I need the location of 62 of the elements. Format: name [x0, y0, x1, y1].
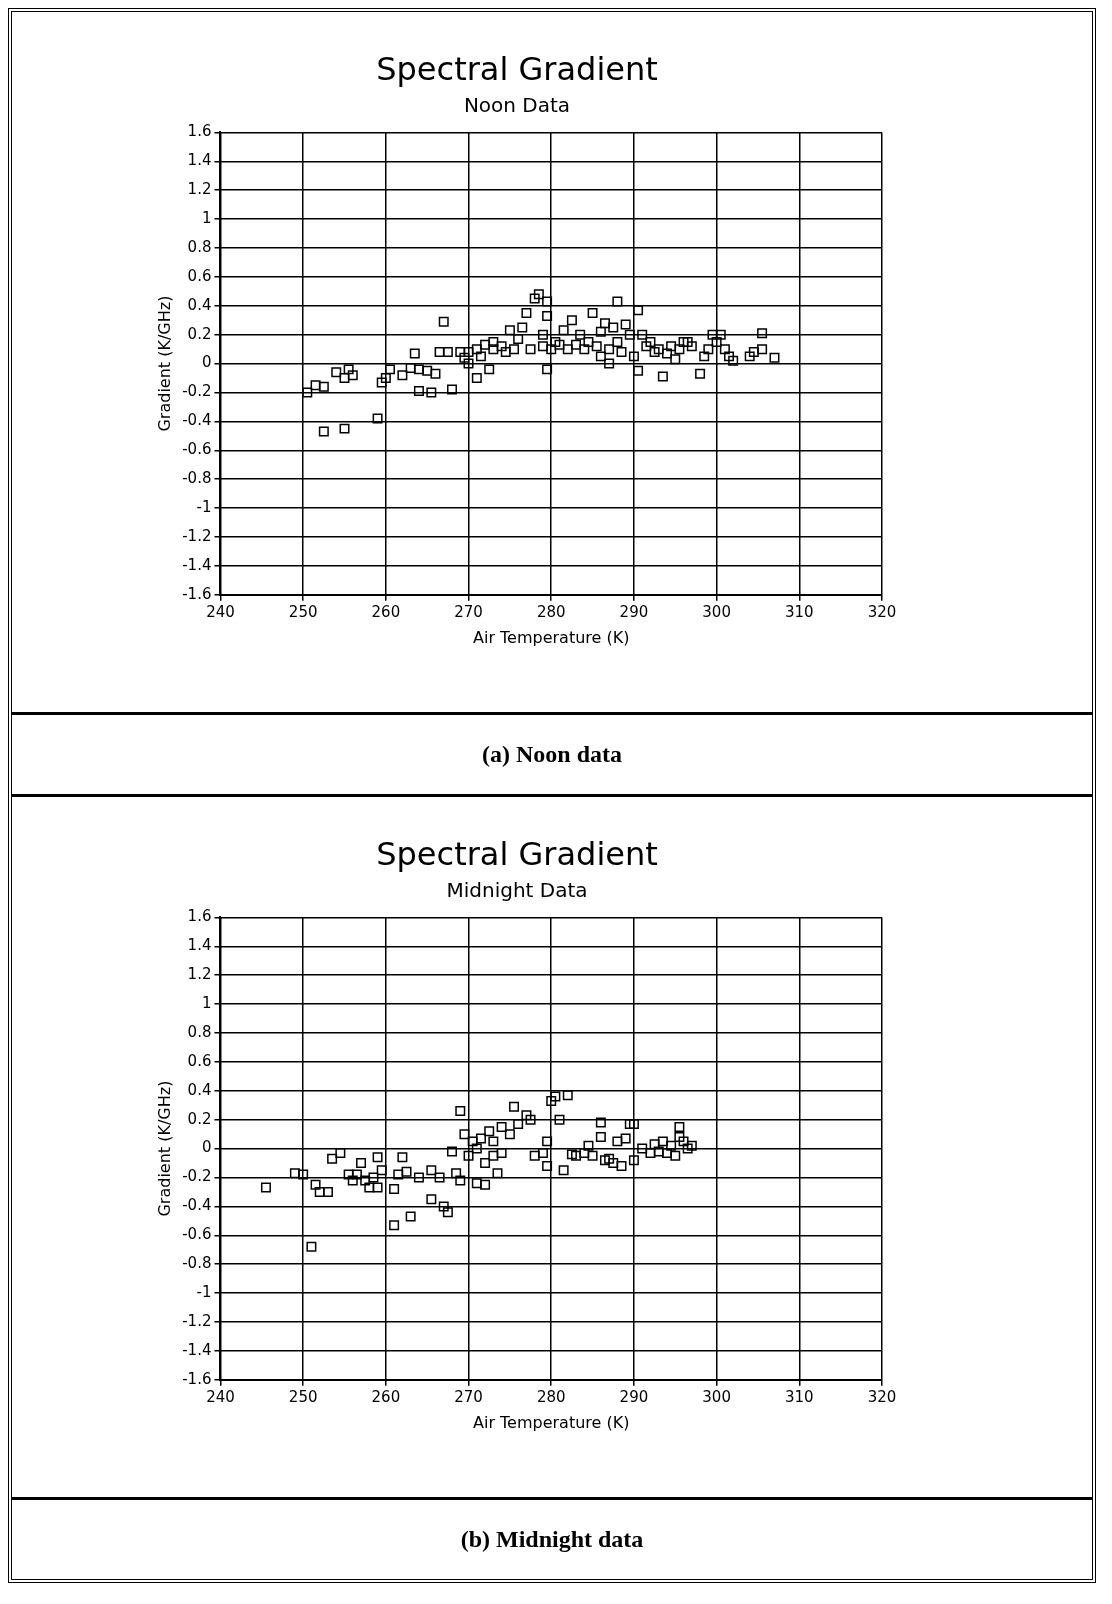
- x-tick-label: 270: [454, 1387, 483, 1406]
- x-tick-label: 300: [702, 602, 731, 621]
- y-tick-label: -1.6: [182, 584, 212, 603]
- y-tick-label: -1.2: [182, 526, 212, 545]
- y-tick-label: 0.6: [187, 1051, 212, 1070]
- x-tick-label: 300: [702, 1387, 731, 1406]
- chart-title: Spectral Gradient: [376, 49, 658, 88]
- y-tick-label: 0: [201, 1138, 212, 1157]
- x-tick-label: 250: [288, 602, 318, 621]
- x-tick-label: 240: [206, 602, 235, 621]
- x-tick-label: 250: [288, 1387, 318, 1406]
- y-tick-label: 0.4: [187, 1080, 212, 1099]
- text: (b) Midnight data: [459, 1525, 645, 1554]
- y-tick-label: 0.4: [187, 295, 212, 314]
- y-tick-label: 1.2: [187, 180, 212, 199]
- y-tick-label: 0.2: [187, 1109, 212, 1128]
- y-tick-label: -1: [196, 497, 212, 516]
- x-tick-label: 260: [371, 602, 401, 621]
- y-tick-label: -0.8: [182, 1254, 212, 1273]
- x-tick-label: 280: [536, 1387, 566, 1406]
- y-tick-label: -0.2: [182, 382, 212, 401]
- y-tick-label: -0.8: [182, 469, 212, 488]
- y-tick-label: -1.2: [182, 1311, 212, 1330]
- y-tick-label: 1.4: [187, 151, 212, 170]
- y-tick-label: 1: [201, 993, 212, 1012]
- x-tick-label: 290: [619, 602, 649, 621]
- y-axis-title: Gradient (K/GHz): [154, 295, 174, 432]
- y-tick-label: -0.4: [182, 411, 212, 430]
- chart-subtitle: Midnight Data: [446, 877, 588, 902]
- y-tick-label: 1.6: [187, 907, 212, 926]
- chart-subtitle: Noon Data: [463, 92, 571, 117]
- x-axis-title: Air Temperature (K): [473, 627, 630, 647]
- y-tick-label: -0.6: [182, 440, 212, 459]
- y-tick-label: -0.6: [182, 1225, 212, 1244]
- x-tick-label: 280: [536, 602, 566, 621]
- x-tick-label: 290: [619, 1387, 649, 1406]
- y-tick-label: -1: [196, 1282, 212, 1301]
- x-tick-label: 270: [454, 602, 483, 621]
- y-axis-title: Gradient (K/GHz): [154, 1080, 174, 1217]
- y-tick-label: -1.4: [182, 1340, 212, 1359]
- y-tick-label: -1.4: [182, 555, 212, 574]
- x-tick-label: 260: [371, 1387, 401, 1406]
- y-tick-label: -0.2: [182, 1167, 212, 1186]
- chart-title: Spectral Gradient: [376, 834, 658, 873]
- x-tick-label: 320: [867, 1387, 897, 1406]
- y-tick-label: 0.2: [187, 324, 212, 343]
- y-tick-label: 1.6: [187, 122, 212, 141]
- y-tick-label: 1: [201, 208, 212, 227]
- text: (a) Noon data: [12, 715, 1092, 797]
- y-tick-label: -1.6: [182, 1369, 212, 1388]
- x-tick-label: 320: [867, 602, 897, 621]
- y-tick-label: 1.4: [187, 936, 212, 955]
- y-tick-label: 0.8: [187, 237, 212, 256]
- x-axis-title: Air Temperature (K): [473, 1412, 630, 1432]
- y-tick-label: 0.6: [187, 266, 212, 285]
- y-tick-label: 0: [201, 353, 212, 372]
- y-tick-label: -0.4: [182, 1196, 212, 1215]
- x-tick-label: 240: [206, 1387, 235, 1406]
- y-tick-label: 0.8: [187, 1022, 212, 1041]
- x-tick-label: 310: [784, 1387, 814, 1406]
- y-tick-label: 1.2: [187, 965, 212, 984]
- x-tick-label: 310: [784, 602, 814, 621]
